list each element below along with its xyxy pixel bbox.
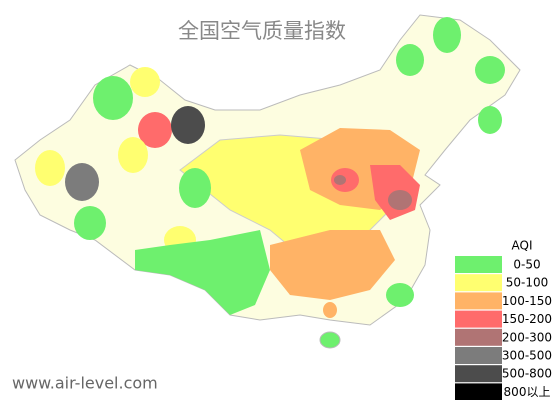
legend-label: 0-50 bbox=[513, 258, 540, 272]
legend-label: 50-100 bbox=[506, 276, 549, 290]
legend-swatch bbox=[455, 365, 502, 383]
legend-swatch bbox=[455, 328, 502, 346]
legend-swatch bbox=[455, 310, 502, 328]
watermark: www.air-level.com bbox=[12, 374, 158, 393]
legend-swatch bbox=[455, 274, 502, 292]
legend-swatch bbox=[455, 292, 502, 310]
legend: 0-50 50-100 100-150 150-200 200-300 300-500 50… bbox=[455, 256, 552, 400]
legend-label: 300-500 bbox=[502, 349, 552, 363]
legend-swatch bbox=[455, 256, 502, 273]
legend-label: 800以上 bbox=[504, 385, 551, 399]
legend-swatch bbox=[455, 347, 502, 364]
china-map bbox=[14, 14, 521, 349]
legend-label: 150-200 bbox=[502, 312, 552, 326]
legend-title: AQI bbox=[512, 239, 533, 253]
title: 全国空气质量指数 bbox=[178, 19, 346, 43]
legend-label: 200-300 bbox=[502, 330, 552, 344]
legend-swatch bbox=[455, 383, 502, 400]
legend-label: 100-150 bbox=[502, 294, 552, 308]
legend-label: 500-800 bbox=[502, 367, 552, 381]
